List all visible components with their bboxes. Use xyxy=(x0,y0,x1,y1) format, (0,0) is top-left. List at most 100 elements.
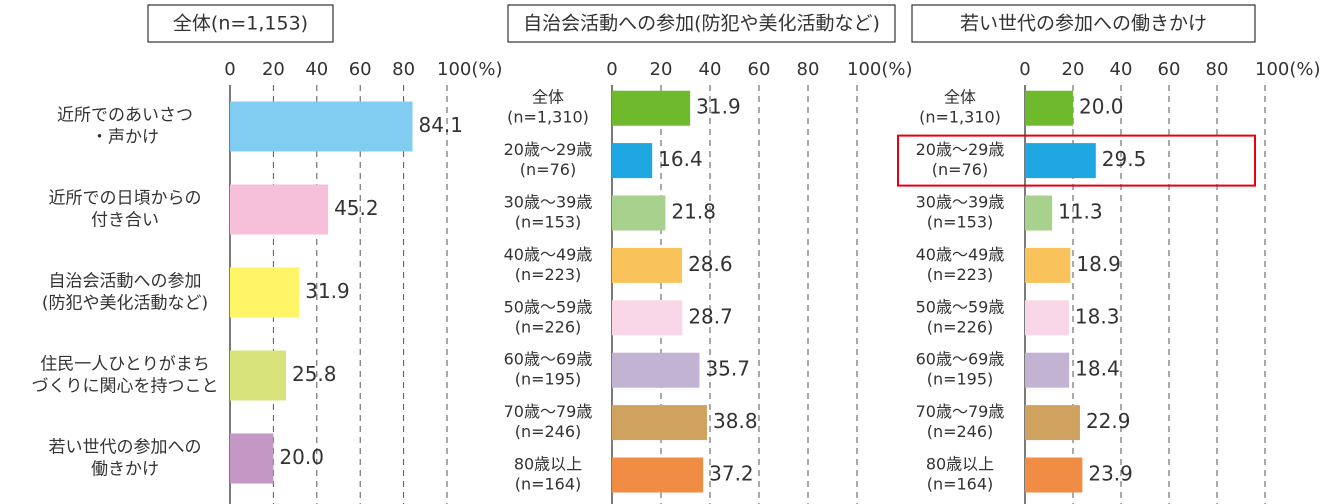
value-label: 22.9 xyxy=(1086,409,1131,433)
category-label: 20歳〜29歳 xyxy=(916,140,1005,159)
value-label: 21.8 xyxy=(671,200,716,224)
x-tick-label: 100(%) xyxy=(437,59,503,80)
category-label: ・声かけ xyxy=(91,128,159,148)
x-tick-label: 100(%) xyxy=(1255,59,1321,80)
chart-title: 全体(n=1,153) xyxy=(173,13,308,35)
x-tick-label: 20 xyxy=(1062,59,1085,80)
value-label: 28.7 xyxy=(688,304,733,328)
category-label: 全体 xyxy=(532,88,564,107)
value-label: 18.3 xyxy=(1075,304,1120,328)
category-label: (n=76) xyxy=(932,160,988,179)
chart-title: 若い世代の参加への働きかけ xyxy=(960,13,1207,35)
value-label: 37.2 xyxy=(709,462,754,486)
category-label: (n=1,310) xyxy=(507,108,589,127)
value-label: 20.0 xyxy=(279,445,324,469)
category-label: 50歳〜59歳 xyxy=(916,297,1005,316)
category-label: (n=1,310) xyxy=(919,108,1001,127)
bar xyxy=(1025,90,1073,126)
value-label: 31.9 xyxy=(696,95,741,119)
bar xyxy=(230,350,286,401)
category-label: 30歳〜39歳 xyxy=(916,193,1005,212)
bar xyxy=(612,457,704,493)
category-label: (n=195) xyxy=(927,370,994,389)
bar xyxy=(612,90,691,126)
category-label: 20歳〜29歳 xyxy=(504,140,593,159)
category-label: (n=226) xyxy=(515,317,582,336)
category-label: 60歳〜69歳 xyxy=(504,350,593,369)
category-label: 60歳〜69歳 xyxy=(916,350,1005,369)
value-label: 84.1 xyxy=(418,113,463,137)
category-label: (n=153) xyxy=(515,213,582,232)
bar xyxy=(1025,352,1070,388)
category-label: (n=246) xyxy=(515,422,582,441)
bar xyxy=(612,300,683,336)
bar xyxy=(1025,195,1053,231)
title-box xyxy=(147,4,334,43)
value-label: 23.9 xyxy=(1088,462,1133,486)
x-tick-label: 60 xyxy=(349,59,372,80)
x-tick-label: 80 xyxy=(1206,59,1229,80)
x-tick-label: 0 xyxy=(606,59,617,80)
x-tick-label: 20 xyxy=(262,59,285,80)
value-label: 25.8 xyxy=(292,362,337,386)
bar xyxy=(612,352,700,388)
x-tick-label: 100(%) xyxy=(847,59,913,80)
category-label: 住民一人ひとりがまち xyxy=(40,355,210,375)
category-label: (n=226) xyxy=(927,317,994,336)
title-box xyxy=(507,4,896,43)
highlight-box xyxy=(897,134,1256,187)
bar xyxy=(612,247,683,283)
category-label: 70歳〜79歳 xyxy=(916,402,1005,421)
value-label: 20.0 xyxy=(1079,95,1124,119)
category-label: (n=195) xyxy=(515,370,582,389)
bar xyxy=(230,433,274,484)
category-label: (n=76) xyxy=(520,160,576,179)
category-label: (n=164) xyxy=(927,475,994,494)
category-label: 40歳〜49歳 xyxy=(916,245,1005,264)
value-label: 11.3 xyxy=(1058,200,1103,224)
bar xyxy=(230,101,413,152)
category-label: 80歳以上 xyxy=(514,455,582,474)
bar xyxy=(230,267,300,318)
category-label: 近所での日頃からの xyxy=(49,189,202,209)
category-label: 40歳〜49歳 xyxy=(504,245,593,264)
bar xyxy=(1025,143,1096,179)
value-label: 29.5 xyxy=(1102,147,1147,171)
x-tick-label: 40 xyxy=(305,59,328,80)
category-label: 自治会活動への参加 xyxy=(49,272,202,292)
category-label: (防犯や美化活動など) xyxy=(42,294,208,314)
category-label: 付き合い xyxy=(91,211,159,231)
bar xyxy=(612,143,653,179)
x-tick-label: 40 xyxy=(1110,59,1133,80)
category-label: 若い世代の参加への xyxy=(49,438,202,458)
bar xyxy=(1025,300,1069,336)
x-tick-label: 0 xyxy=(224,59,235,80)
category-label: (n=246) xyxy=(927,422,994,441)
bar xyxy=(612,405,708,441)
category-label: 70歳〜79歳 xyxy=(504,402,593,421)
category-label: (n=223) xyxy=(927,265,994,284)
value-label: 45.2 xyxy=(334,196,379,220)
value-label: 18.9 xyxy=(1076,252,1121,276)
category-label: (n=164) xyxy=(515,475,582,494)
x-tick-label: 80 xyxy=(797,59,820,80)
value-label: 16.4 xyxy=(658,147,703,171)
x-tick-label: 80 xyxy=(392,59,415,80)
bar xyxy=(1025,405,1080,441)
category-label: (n=153) xyxy=(927,213,994,232)
bar xyxy=(612,195,666,231)
bar xyxy=(1025,247,1071,283)
category-label: 全体 xyxy=(944,88,976,107)
category-label: 80歳以上 xyxy=(926,455,994,474)
x-tick-label: 40 xyxy=(699,59,722,80)
category-label: 働きかけ xyxy=(91,460,159,480)
title-box xyxy=(911,4,1256,43)
category-label: 30歳〜39歳 xyxy=(504,193,593,212)
chart-title: 自治会活動への参加(防犯や美化活動など) xyxy=(523,13,880,35)
category-label: 50歳〜59歳 xyxy=(504,297,593,316)
x-tick-label: 20 xyxy=(650,59,673,80)
value-label: 35.7 xyxy=(705,357,750,381)
x-tick-label: 60 xyxy=(1158,59,1181,80)
